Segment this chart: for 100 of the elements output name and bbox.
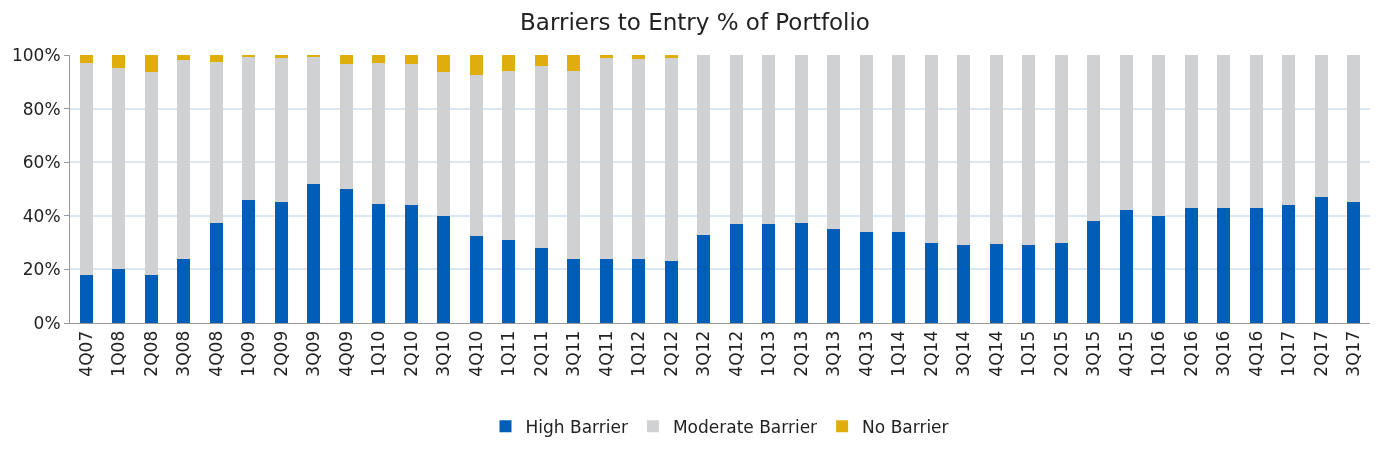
bar [79,63,93,275]
x-tick-label: 3Q12 [693,330,714,377]
bar [892,231,906,323]
bar [502,71,516,240]
x-tick-label: 2Q17 [1310,330,1331,377]
bar [534,65,548,248]
x-tick-label: 1Q10 [368,330,389,377]
bar [177,258,191,323]
x-tick-label: 2Q16 [1180,330,1201,377]
bar [1054,242,1068,323]
x-tick-label: 2Q11 [530,330,551,377]
bar [957,245,971,323]
bar [729,55,743,224]
bar [339,64,353,189]
bar [144,274,158,323]
x-tick-label: 3Q17 [1343,330,1364,377]
bar [79,55,93,64]
bar [859,231,873,323]
x-tick-label: 1Q08 [108,330,129,377]
bar [1282,55,1296,206]
bar [1184,55,1198,208]
bar [534,247,548,323]
bar [307,56,321,184]
bar [1347,202,1361,323]
bar [957,55,971,246]
x-tick-label: 4Q16 [1245,330,1266,377]
bar [1314,55,1328,198]
bar [697,234,711,323]
x-tick-label: 4Q08 [205,330,226,377]
bar [1087,55,1101,222]
y-tick-label: 60% [22,152,61,173]
bar [469,55,483,76]
legend-label: Moderate Barrier [672,416,818,437]
bar [404,55,418,65]
bar [1282,205,1296,323]
bar [924,55,938,243]
bar [339,189,353,323]
bar [1217,55,1231,208]
y-tick-label: 100% [11,44,61,65]
y-tick-label: 0% [33,312,61,333]
bar [177,60,191,259]
bar [1217,207,1231,323]
x-tick-label: 4Q09 [335,330,356,377]
bar [599,57,613,259]
bar [1022,55,1036,246]
bar [762,223,776,323]
x-tick-label: 3Q15 [1083,330,1104,377]
bar [437,72,451,216]
bar [892,55,906,232]
x-tick-label: 2Q08 [140,330,161,377]
x-tick-label: 2Q12 [660,330,681,377]
bar [697,55,711,235]
x-tick-label: 1Q15 [1018,330,1039,377]
legend-label: High Barrier [525,416,628,437]
bar [112,55,126,69]
bar [274,55,288,58]
chart-title: Barriers to Entry % of Portfolio [520,8,870,35]
bar [827,55,841,230]
x-tick-label: 4Q10 [465,330,486,377]
bar [762,55,776,224]
bar [1184,207,1198,323]
y-tick-label: 20% [22,259,61,280]
bar [1152,55,1166,216]
bar [307,183,321,323]
x-tick-label: 2Q14 [920,330,941,377]
x-tick-label: 1Q12 [628,330,649,377]
x-tick-label: 4Q13 [855,330,876,377]
x-tick-label: 4Q15 [1115,330,1136,377]
bar [729,223,743,323]
bar [1119,210,1133,323]
bar [924,242,938,323]
bar [502,55,516,72]
bar [177,55,191,61]
bar [567,258,581,323]
bar [1119,55,1133,211]
bar [112,68,126,270]
x-tick-label: 3Q11 [563,330,584,377]
bar [632,59,646,259]
y-tick-label: 80% [22,98,61,119]
x-tick-label: 4Q11 [595,330,616,377]
bar [404,205,418,323]
bar [209,61,223,223]
x-tick-label: 3Q16 [1213,330,1234,377]
x-tick-label: 2Q10 [400,330,421,377]
bar [502,239,516,323]
bar [144,72,158,275]
bar [859,55,873,232]
x-tick-label: 1Q09 [238,330,259,377]
bar [209,222,223,323]
bar [664,261,678,323]
bar [372,203,386,323]
bar [404,64,418,206]
x-tick-label: 2Q13 [790,330,811,377]
x-tick-label: 3Q14 [953,330,974,377]
bar [372,63,386,204]
bar [372,55,386,64]
x-tick-label: 1Q17 [1278,330,1299,377]
bar [664,55,678,58]
bar [242,199,256,323]
bar [632,258,646,323]
